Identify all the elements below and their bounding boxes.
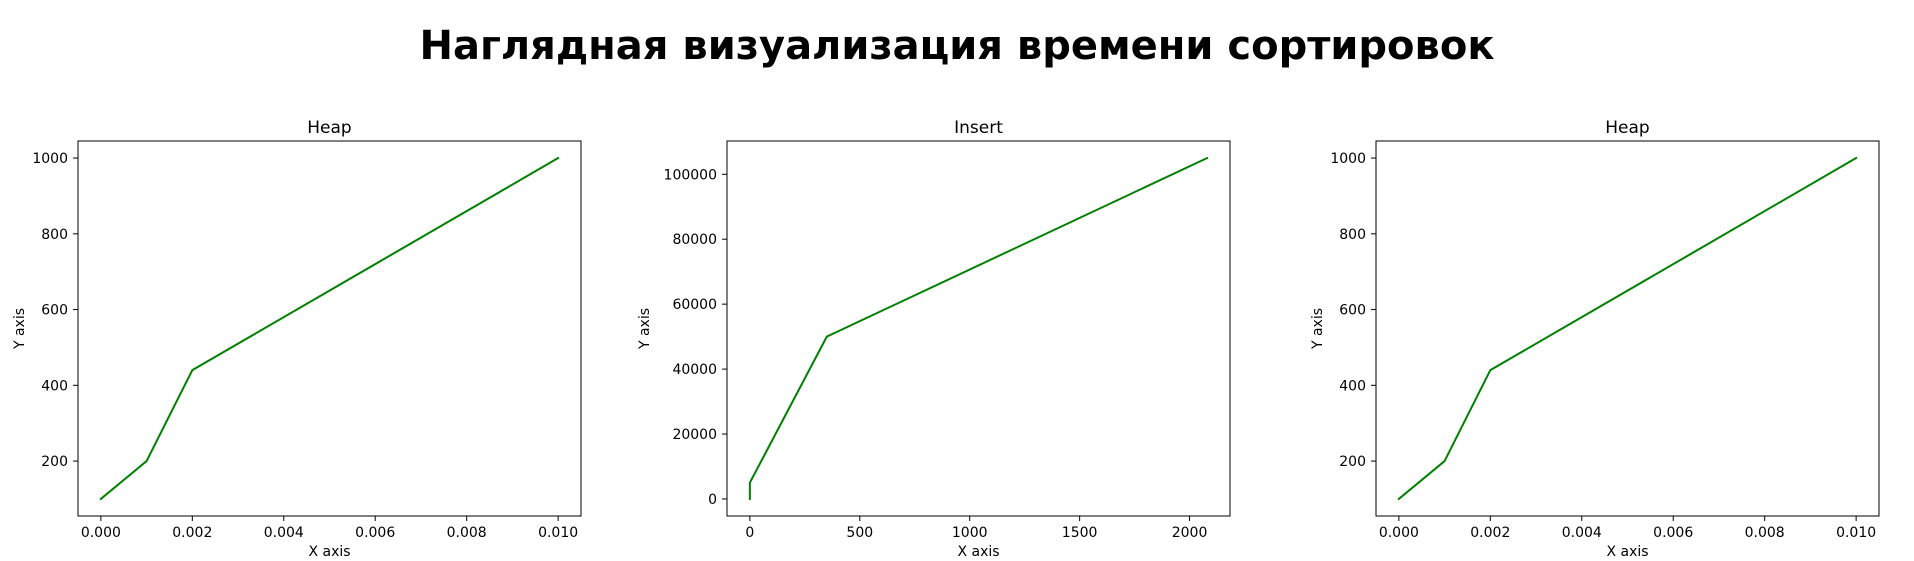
heap-right-y-tick-label-3: 800 xyxy=(1339,227,1366,243)
heap-left-plot-frame xyxy=(77,140,582,517)
heap-left-y-tick-label-4: 1000 xyxy=(32,151,68,167)
heap-right-subplot-title: Heap xyxy=(1605,118,1649,138)
heap-left-x-tick-label-0: 0.000 xyxy=(81,525,121,541)
insert-x-tick-label-1: 500 xyxy=(846,525,873,541)
insert-series-line xyxy=(748,156,1209,500)
heap-right-x-tick-label-1: 0.002 xyxy=(1470,525,1510,541)
heap-right-series-line xyxy=(1397,156,1858,501)
insert-y-tick-label-5: 100000 xyxy=(664,167,717,183)
heap-left-x-tick-label-2: 0.004 xyxy=(264,525,304,541)
insert-y-tick-label-1: 20000 xyxy=(672,427,717,443)
insert-plot-frame xyxy=(726,140,1231,517)
heap-left-x-tick-label-5: 0.010 xyxy=(538,525,578,541)
heap-left-x-tick-label-4: 0.008 xyxy=(447,525,487,541)
heap-left-y-tick-label-0: 200 xyxy=(41,454,68,470)
heap-left-y-axis-label: Y axis xyxy=(12,308,28,350)
heap-right-x-tick-label-2: 0.004 xyxy=(1562,525,1602,541)
heap-right-y-axis-label: Y axis xyxy=(1310,308,1326,350)
heap-right-plot-frame xyxy=(1375,140,1880,517)
heap-left-y-tick-label-2: 600 xyxy=(41,303,68,319)
heap-left-series-line xyxy=(99,156,560,501)
heap-right-x-tick-label-5: 0.010 xyxy=(1836,525,1876,541)
insert-subplot-title: Insert xyxy=(954,118,1003,138)
figure-title: Наглядная визуализация времени сортирово… xyxy=(419,23,1495,69)
heap-right-y-tick-label-0: 200 xyxy=(1339,454,1366,470)
heap-right-y-tick-label-1: 400 xyxy=(1339,378,1366,394)
insert-x-axis-label: X axis xyxy=(957,544,999,560)
heap-left-y-tick-label-3: 800 xyxy=(41,227,68,243)
insert-x-tick-label-0: 0 xyxy=(745,525,754,541)
heap-left-x-tick-label-1: 0.002 xyxy=(172,525,212,541)
heap-right-x-axis-label: X axis xyxy=(1606,544,1648,560)
heap-right-y-tick-label-2: 600 xyxy=(1339,303,1366,319)
insert-x-tick-label-2: 1000 xyxy=(952,525,988,541)
heap-right-y-tick-label-4: 1000 xyxy=(1330,151,1366,167)
insert-y-tick-label-2: 40000 xyxy=(672,362,717,378)
insert-y-tick-label-0: 0 xyxy=(708,492,717,508)
heap-left-y-tick-label-1: 400 xyxy=(41,378,68,394)
heap-left-subplot-title: Heap xyxy=(307,118,351,138)
insert-x-tick-label-4: 2000 xyxy=(1172,525,1208,541)
heap-right-x-tick-label-4: 0.008 xyxy=(1745,525,1785,541)
heap-left-x-axis-label: X axis xyxy=(308,544,350,560)
insert-y-tick-label-4: 80000 xyxy=(672,232,717,248)
insert-y-axis-label: Y axis xyxy=(637,308,653,350)
heap-right-x-tick-label-3: 0.006 xyxy=(1653,525,1693,541)
insert-y-tick-label-3: 60000 xyxy=(672,297,717,313)
insert-x-tick-label-3: 1500 xyxy=(1062,525,1098,541)
heap-left-x-tick-label-3: 0.006 xyxy=(355,525,395,541)
heap-right-x-tick-label-0: 0.000 xyxy=(1379,525,1419,541)
